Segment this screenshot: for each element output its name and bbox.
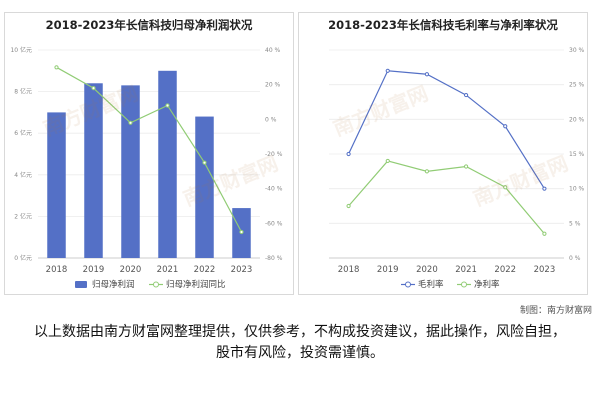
x-tick-label: 2018 (338, 265, 360, 275)
legend-swatch-marker (461, 281, 467, 288)
data-point (385, 158, 390, 164)
x-tick-label: 2019 (377, 265, 399, 275)
data-point (542, 186, 547, 191)
data-point (424, 72, 430, 77)
data-point (91, 86, 96, 91)
data-point (202, 160, 207, 165)
data-point (463, 92, 469, 98)
x-tick-label: 2022 (194, 265, 216, 275)
legend-swatch-marker (153, 281, 159, 288)
y-right-tick-label: 0 % (265, 116, 277, 123)
y-left-tick-label: 4 亿元 (14, 171, 32, 179)
x-tick-label: 2020 (120, 265, 142, 275)
legend-label: 归母净利润 (92, 279, 135, 290)
data-point (503, 185, 508, 190)
y-right-tick-label: -60 % (265, 220, 283, 227)
y-right-tick-label: -80 % (265, 255, 283, 262)
y-right-tick-label: -40 % (265, 186, 283, 193)
y-left-tick-label: 2 亿元 (14, 212, 32, 220)
y-left-tick-label: 8 亿元 (14, 88, 32, 96)
legend-swatch-bar (75, 281, 87, 288)
data-point (424, 169, 430, 174)
y-left-tick-label: 6 亿元 (14, 129, 32, 137)
data-point (239, 229, 244, 235)
data-point (346, 203, 351, 209)
data-point (165, 103, 170, 108)
x-tick-label: 2018 (46, 265, 68, 275)
bar-2018 (47, 112, 66, 259)
data-point (542, 231, 547, 236)
y-right-tick-label: 15 % (569, 151, 585, 158)
legend-label: 净利率 (474, 279, 500, 290)
left-chart-panel: 2018-2023年长信科技归母净利润状况 0 亿元 2 亿元 4 亿元 6 亿元 8 … (4, 12, 294, 295)
bar-2022 (195, 116, 214, 258)
x-tick-label: 2021 (455, 265, 477, 275)
y-left-tick-label: 10 亿元 (10, 46, 32, 54)
x-tick-label: 2022 (494, 265, 516, 275)
chart-credit: 制图：南方财富网 (519, 306, 592, 316)
legend-label: 毛利率 (418, 279, 444, 290)
y-right-tick-label: 20 % (569, 116, 585, 123)
y-left-tick-label: 0 亿元 (14, 254, 32, 262)
legend-label: 归母净利润同比 (166, 279, 226, 290)
left-chart-title: 2018-2023年长信科技归母净利润状况 (45, 18, 253, 32)
bar-2019 (84, 83, 103, 258)
data-point (128, 120, 133, 125)
y-right-tick-label: 0 % (569, 255, 581, 262)
disclaimer-text: 以上数据由南方财富网整理提供，仅供参考，不构成投资建议，据此操作，风险自担，股市… (34, 324, 566, 361)
series-line-净利率 (348, 160, 545, 235)
data-point (346, 151, 351, 157)
y-right-tick-label: -20 % (265, 151, 283, 158)
data-point (503, 124, 508, 129)
y-right-tick-label: 10 % (569, 186, 585, 193)
left-chart-svg: 0 亿元 2 亿元 4 亿元 6 亿元 8 亿元 10 亿元 -80 % -60 % -40 %… (10, 46, 283, 290)
y-right-tick-label: 20 % (265, 82, 281, 89)
y-right-tick-label: 5 % (569, 220, 581, 227)
x-tick-label: 2023 (534, 265, 556, 275)
y-right-tick-label: 40 % (265, 47, 281, 54)
x-tick-label: 2021 (157, 265, 179, 275)
data-point (54, 65, 59, 70)
legend-swatch-marker (405, 281, 411, 288)
x-tick-label: 2020 (416, 265, 438, 275)
right-chart-svg: 0 % 5 % 10 % 15 % 20 % 25 % 30 % 2018 2019 2020 20… (329, 47, 585, 290)
data-point (385, 68, 390, 73)
x-tick-label: 2019 (83, 265, 105, 275)
data-point (463, 164, 469, 169)
right-chart-panel: 2018-2023年长信科技毛利率与净利率状况 0 % 5 % 10 % 15 % 20… (298, 12, 588, 295)
bar-2020 (121, 85, 140, 258)
right-chart-title: 2018-2023年长信科技毛利率与净利率状况 (328, 18, 558, 32)
y-right-tick-label: 25 % (569, 82, 585, 89)
series-line-毛利率 (348, 70, 545, 189)
bar-2021 (158, 70, 177, 258)
y-right-tick-label: 30 % (569, 47, 585, 54)
series-line-归母净利润同比 (56, 66, 243, 233)
x-tick-label: 2023 (231, 265, 253, 275)
